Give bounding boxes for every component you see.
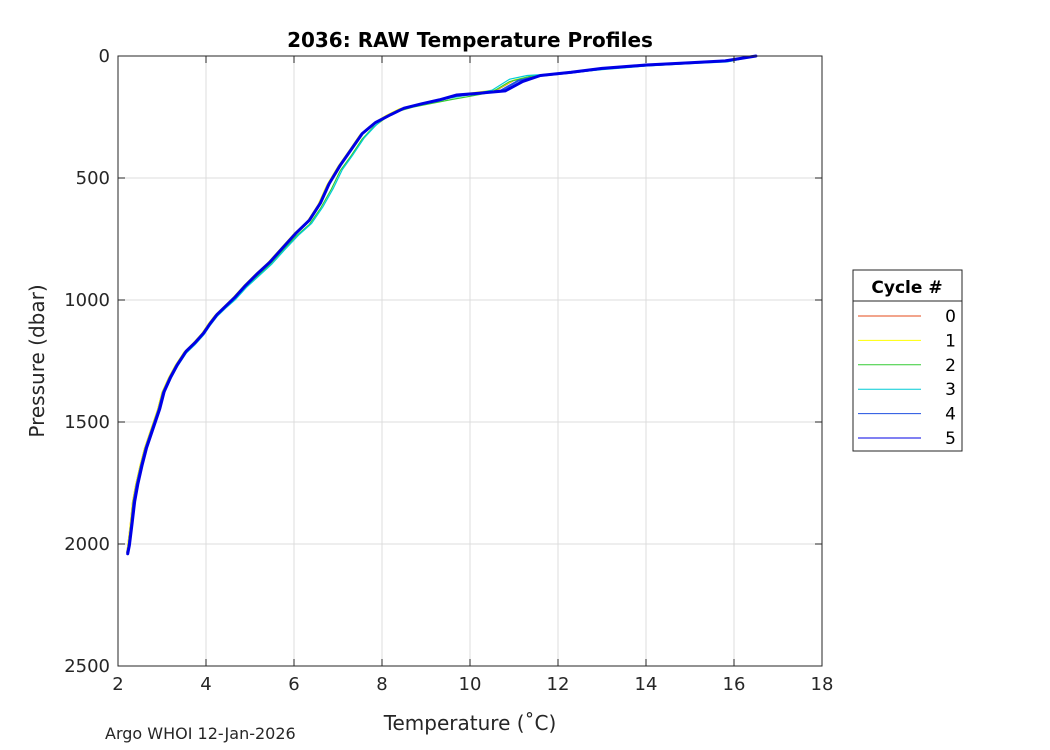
y-tick-label: 1000 [64, 290, 110, 311]
legend-entries: 0 1 2 3 4 5 [858, 307, 956, 449]
series-line-cycle-5 [126, 54, 758, 556]
x-tick-label: 18 [811, 674, 834, 695]
legend-box [852, 269, 963, 452]
y-tick-label: 2000 [64, 534, 110, 555]
profile-lines [126, 54, 758, 556]
legend-label-cycle-3: 3 [945, 380, 956, 400]
legend-label-cycle-5: 5 [945, 429, 956, 449]
chart-title: 2036: RAW Temperature Profiles [287, 28, 653, 52]
x-tick-label: 8 [376, 674, 387, 695]
y-tick-label: 1500 [64, 412, 110, 433]
x-tick-label: 14 [635, 674, 658, 695]
y-axis-label: Pressure (dbar) [25, 284, 49, 437]
x-tick-label: 12 [547, 674, 570, 695]
x-axis-ticks: 2 4 6 8 10 12 14 16 18 [112, 56, 833, 695]
x-tick-label: 2 [112, 674, 123, 695]
y-tick-label: 2500 [64, 656, 110, 677]
x-tick-label: 16 [723, 674, 746, 695]
legend-label-cycle-2: 2 [945, 356, 956, 376]
footer-credit: Argo WHOI 12-Jan-2026 [105, 724, 296, 743]
x-tick-label: 10 [459, 674, 482, 695]
legend-label-cycle-0: 0 [945, 307, 956, 327]
y-axis-ticks: 0 500 1000 1500 2000 2500 [64, 46, 822, 677]
x-tick-label: 6 [288, 674, 299, 695]
y-tick-label: 0 [99, 46, 110, 67]
legend: Cycle # 0 1 2 3 4 5 [852, 269, 963, 452]
legend-label-cycle-4: 4 [945, 405, 956, 425]
legend-label-cycle-1: 1 [945, 331, 956, 351]
x-tick-label: 4 [200, 674, 211, 695]
x-axis-label: Temperature (˚C) [383, 711, 557, 735]
y-tick-label: 500 [76, 168, 110, 189]
vertical-grid [205, 56, 735, 666]
legend-title: Cycle # [871, 278, 942, 298]
